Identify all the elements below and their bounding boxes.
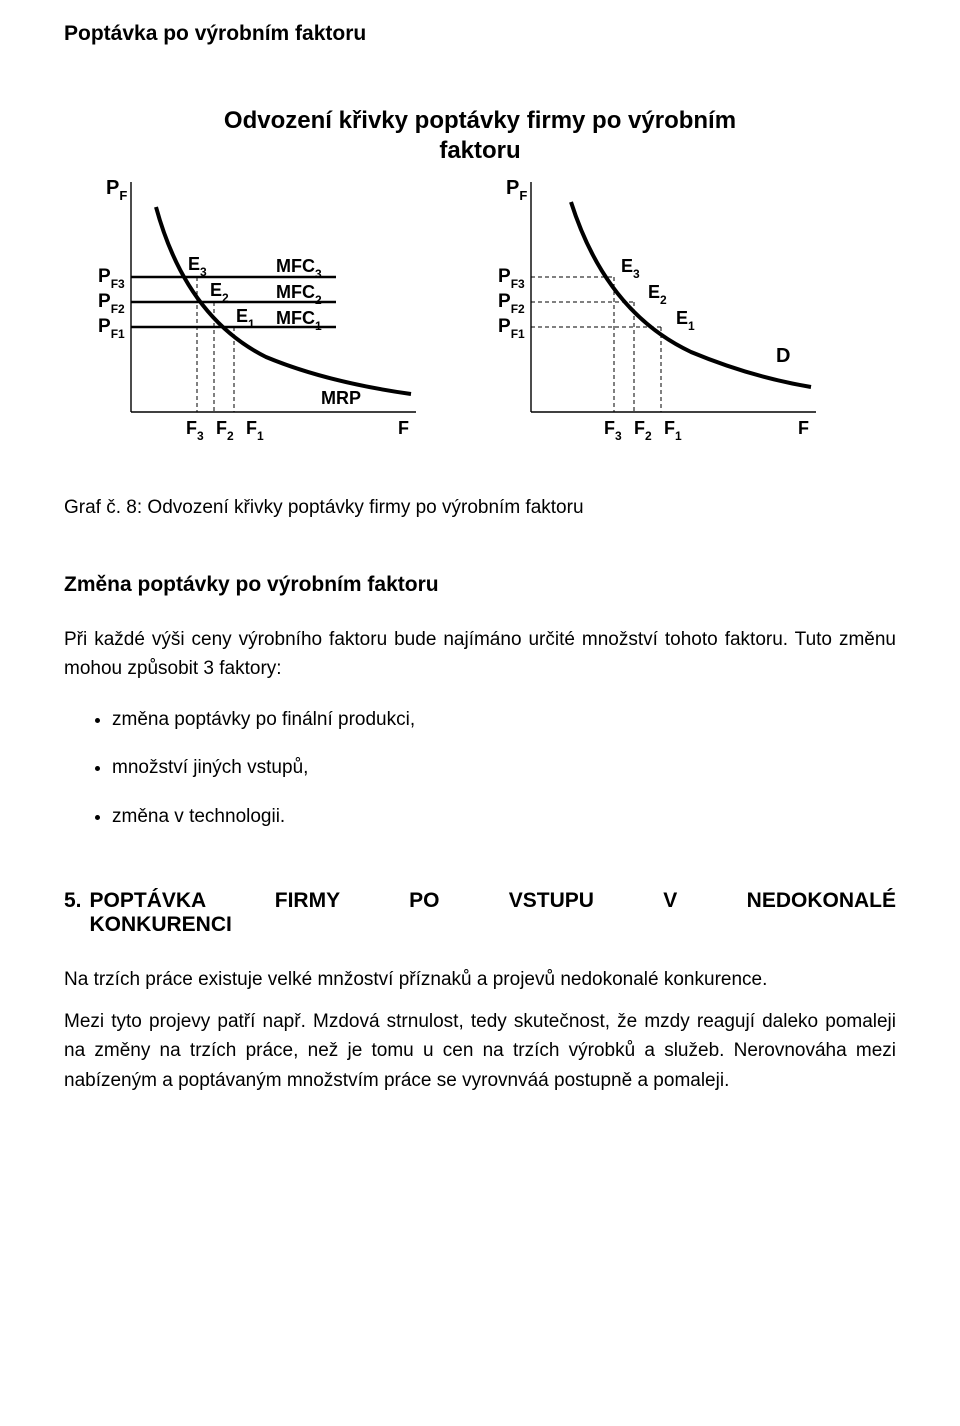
chart-title-line2: faktoru (439, 137, 520, 164)
svg-text:PF2: PF2 (98, 291, 125, 316)
l-e2: E (210, 280, 222, 300)
l-F: F (398, 418, 409, 438)
charts-row: PF PF3 PF2 PF1 E3 E2 E1 (76, 172, 896, 467)
left-chart-svg: PF PF3 PF2 PF1 E3 E2 E1 (76, 172, 436, 462)
left-chart: PF PF3 PF2 PF1 E3 E2 E1 (76, 172, 436, 467)
svg-text:F2: F2 (216, 418, 234, 443)
l-mfc2: MFC (276, 282, 315, 302)
section2-title: Změna poptávky po výrobním faktoru (64, 573, 896, 597)
svg-text:PF1: PF1 (498, 316, 525, 341)
r-f2: F (634, 418, 645, 438)
r-e3s: 3 (633, 267, 640, 281)
l-p1: P (98, 316, 111, 337)
section5-line1: POPTÁVKA FIRMY PO VSTUPU V NEDOKONALÉ (90, 889, 896, 912)
l-ylab: P (106, 177, 119, 199)
svg-text:F2: F2 (634, 418, 652, 443)
r-ylab: P (506, 177, 519, 199)
l-f2: F (216, 418, 227, 438)
r-p2s: F2 (511, 302, 525, 316)
l-mfc3: MFC (276, 256, 315, 276)
l-p3: P (98, 266, 111, 287)
r-e2s: 2 (660, 293, 667, 307)
l-mfc3s: 3 (315, 267, 322, 281)
r-F: F (798, 418, 809, 438)
r-p1: P (498, 316, 511, 337)
para2: Na trzích práce existuje velké mnžoství … (64, 965, 896, 994)
l-e2s: 2 (222, 291, 229, 305)
svg-text:PF: PF (106, 177, 127, 203)
l-e3s: 3 (200, 265, 207, 279)
l-f2s: 2 (227, 429, 234, 443)
bullet-item: změna poptávky po finální produkci, (112, 696, 896, 745)
page-title: Poptávka po výrobním faktoru (64, 22, 896, 46)
r-e2: E (648, 282, 660, 302)
chart-caption: Graf č. 8: Odvození křivky poptávky firm… (64, 497, 896, 519)
svg-text:E2: E2 (648, 282, 667, 307)
r-p3s: F3 (511, 277, 525, 291)
r-e1: E (676, 308, 688, 328)
r-e3: E (621, 256, 633, 276)
page: Poptávka po výrobním faktoru Odvození kř… (0, 0, 960, 1167)
right-chart: PF PF3 PF2 PF1 E3 E2 E1 D F3 F2 (476, 172, 836, 467)
section5-title: 5. POPTÁVKA FIRMY PO VSTUPU V NEDOKONALÉ… (64, 889, 896, 937)
l-mfc1: MFC (276, 308, 315, 328)
l-f3s: 3 (197, 429, 204, 443)
l-mrp: MRP (321, 388, 361, 408)
svg-text:PF3: PF3 (98, 266, 125, 291)
l-p2s: F2 (111, 302, 125, 316)
l-f1: F (246, 418, 257, 438)
r-e1s: 1 (688, 319, 695, 333)
bullet-item: změna v technologii. (112, 793, 896, 842)
l-e1: E (236, 306, 248, 326)
svg-text:PF3: PF3 (498, 266, 525, 291)
r-f2s: 2 (645, 429, 652, 443)
section5-line2: KONKURENCI (90, 913, 896, 937)
bullet-list: změna poptávky po finální produkci, množ… (64, 696, 896, 842)
right-chart-svg: PF PF3 PF2 PF1 E3 E2 E1 D F3 F2 (476, 172, 836, 462)
r-p3: P (498, 266, 511, 287)
l-mfc2s: 2 (315, 293, 322, 307)
r-f3: F (604, 418, 615, 438)
svg-text:F3: F3 (186, 418, 204, 443)
svg-text:F1: F1 (664, 418, 682, 443)
svg-text:E3: E3 (188, 254, 207, 279)
l-p2: P (98, 291, 111, 312)
l-e1s: 1 (248, 317, 255, 331)
bullet-item: množství jiných vstupů, (112, 744, 896, 793)
l-p1s: F1 (111, 327, 125, 341)
l-f1s: 1 (257, 429, 264, 443)
r-f1: F (664, 418, 675, 438)
l-p3s: F3 (111, 277, 125, 291)
svg-text:E1: E1 (676, 308, 695, 333)
svg-text:PF1: PF1 (98, 316, 125, 341)
r-p1s: F1 (511, 327, 525, 341)
svg-text:F3: F3 (604, 418, 622, 443)
para3: Mezi tyto projevy patří např. Mzdová str… (64, 1007, 896, 1095)
chart-title: Odvození křivky poptávky firmy po výrobn… (140, 106, 820, 166)
r-f1s: 1 (675, 429, 682, 443)
svg-text:E3: E3 (621, 256, 640, 281)
r-p2: P (498, 291, 511, 312)
section5-num: 5. (64, 889, 82, 937)
l-ylab-sub: F (119, 188, 127, 203)
svg-text:PF: PF (506, 177, 527, 203)
svg-text:MFC1: MFC1 (276, 308, 322, 333)
svg-text:F1: F1 (246, 418, 264, 443)
l-mfc1s: 1 (315, 319, 322, 333)
r-ylab-sub: F (519, 188, 527, 203)
chart-title-line1: Odvození křivky poptávky firmy po výrobn… (224, 107, 736, 134)
l-e3: E (188, 254, 200, 274)
r-D: D (776, 345, 790, 367)
l-f3: F (186, 418, 197, 438)
svg-text:PF2: PF2 (498, 291, 525, 316)
para1: Při každé výši ceny výrobního faktoru bu… (64, 625, 896, 684)
r-f3s: 3 (615, 429, 622, 443)
